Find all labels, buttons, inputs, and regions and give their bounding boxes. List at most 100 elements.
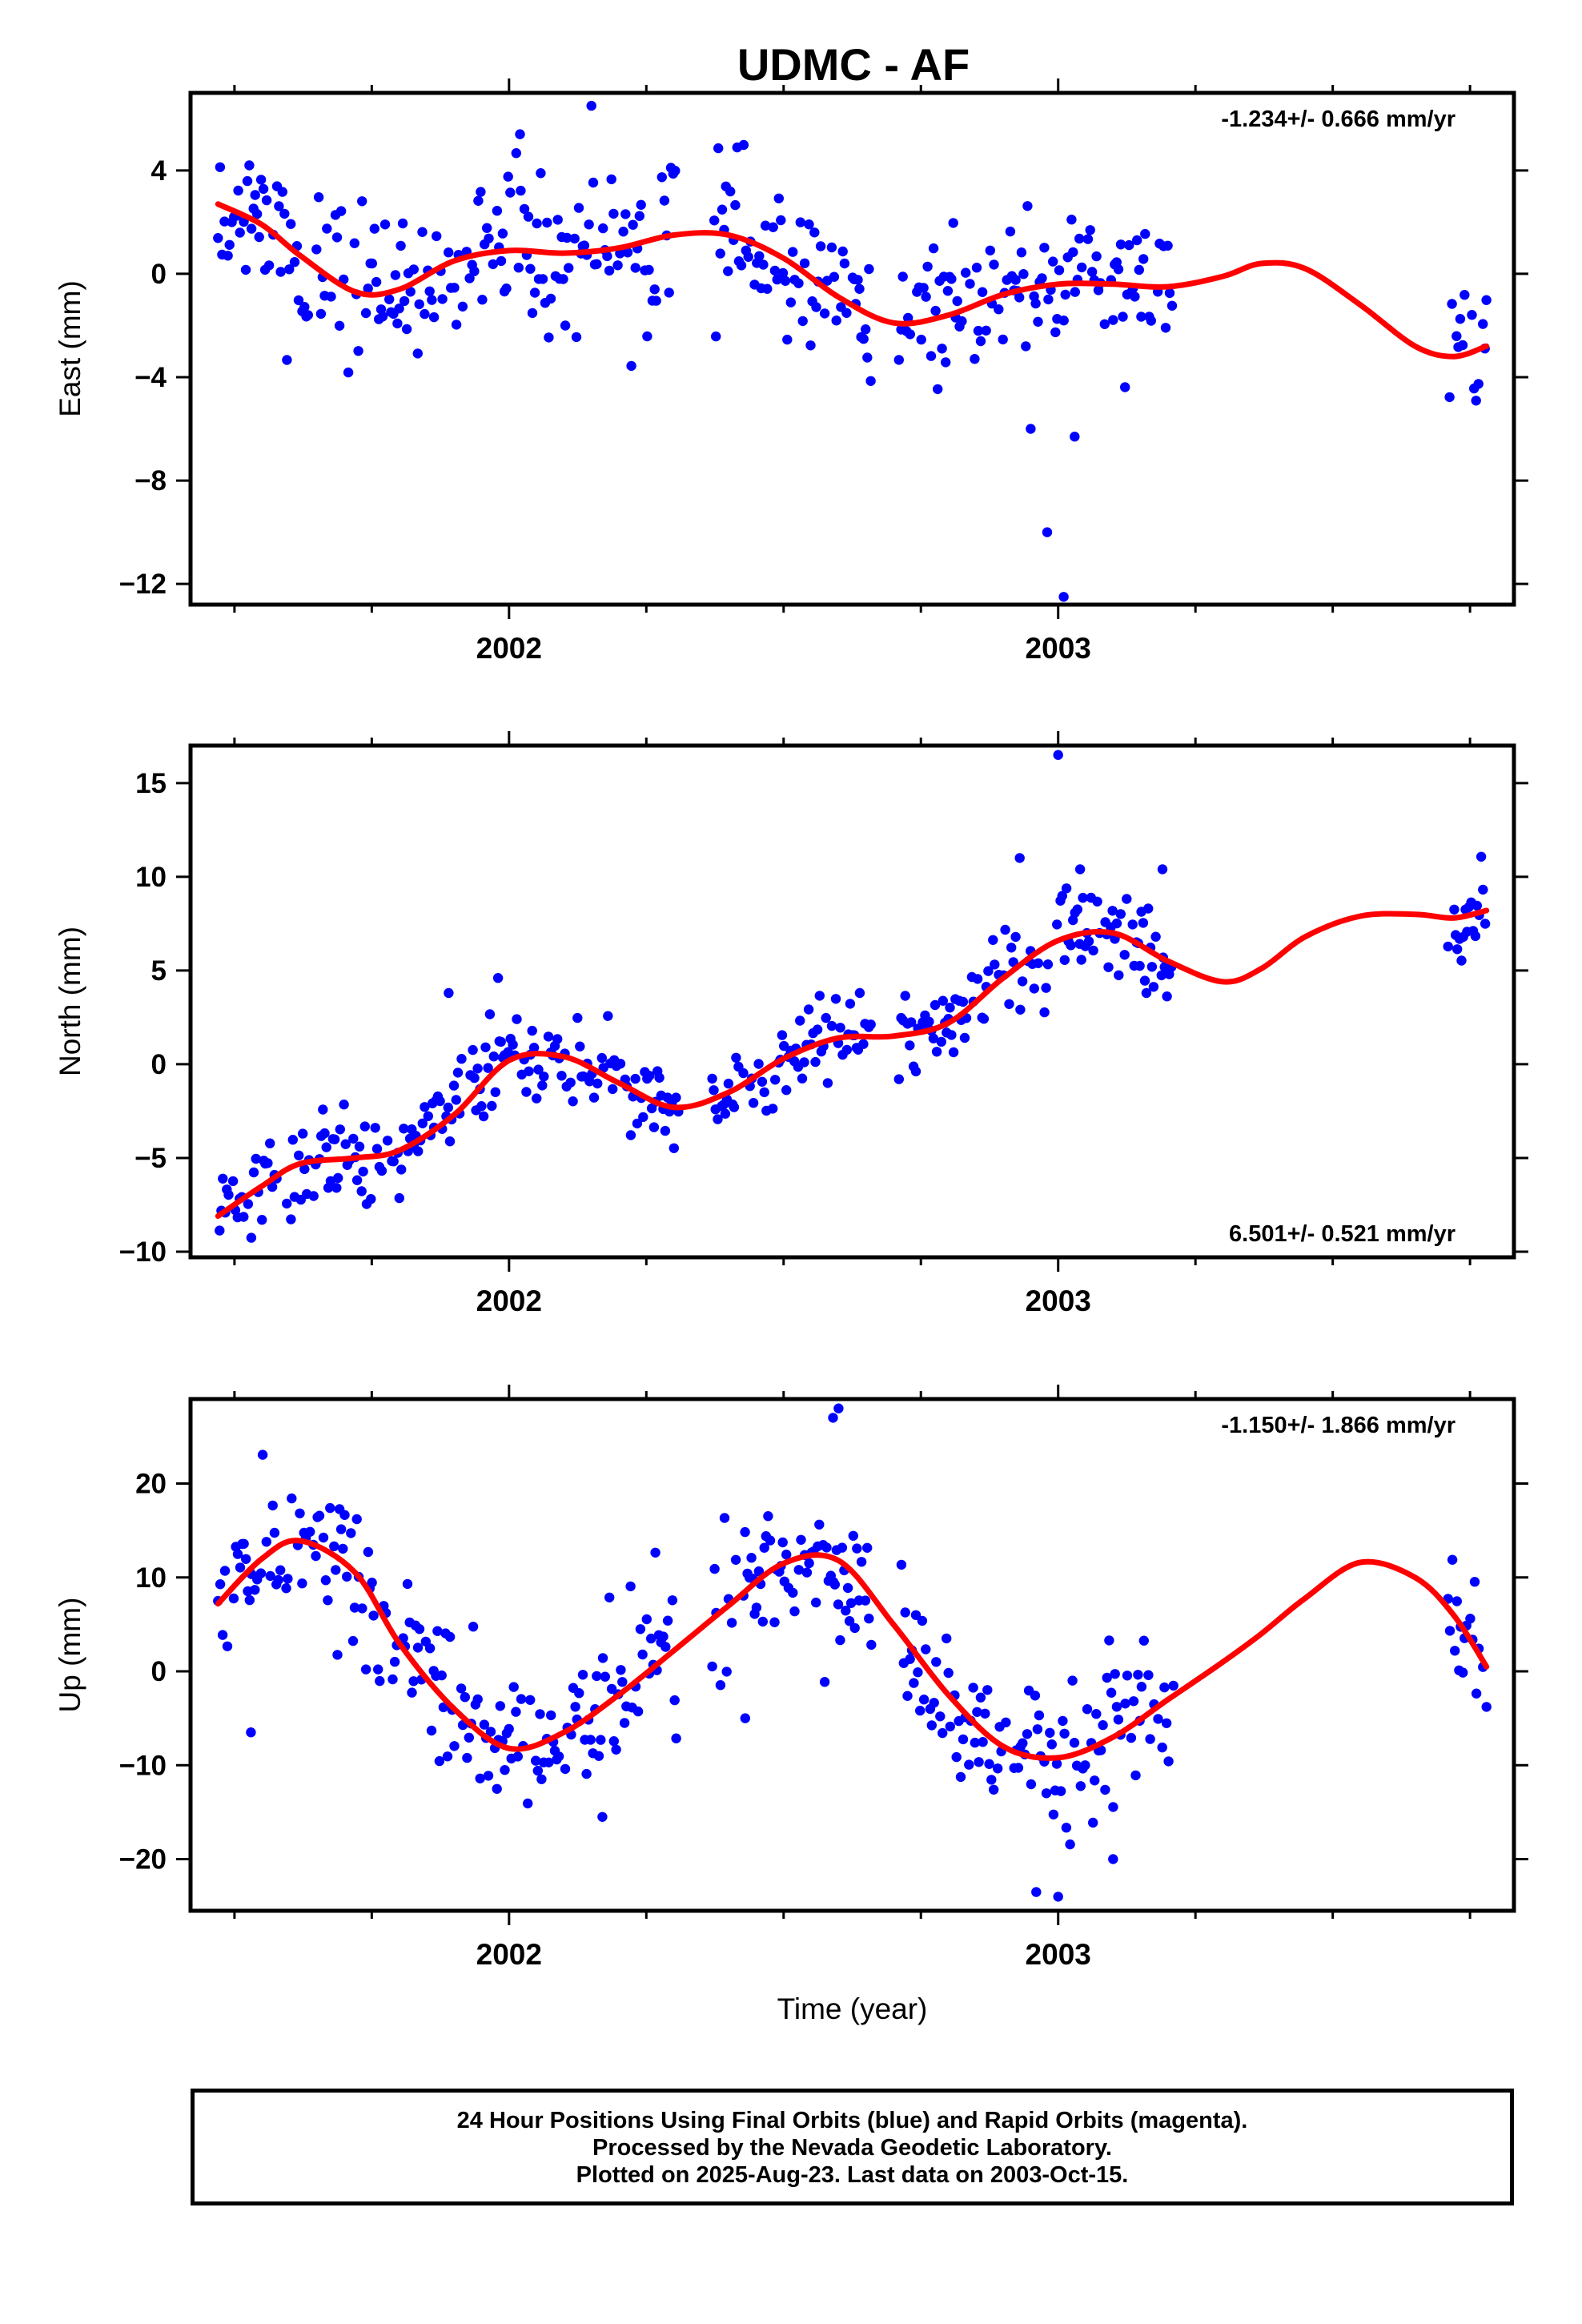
data-point: [849, 1622, 860, 1634]
data-point: [267, 1181, 278, 1192]
data-point: [829, 271, 840, 282]
data-point: [1472, 900, 1483, 911]
data-point: [1153, 1714, 1163, 1724]
data-point: [428, 312, 440, 323]
data-point: [924, 1016, 934, 1027]
data-point: [789, 1606, 800, 1617]
data-point: [671, 1733, 681, 1743]
data-point: [918, 283, 929, 293]
data-point: [335, 1524, 347, 1534]
y-tick-label: −5: [135, 1143, 167, 1174]
data-point: [1134, 264, 1145, 275]
data-point: [1115, 909, 1126, 919]
data-point: [525, 263, 536, 274]
data-point: [265, 1138, 275, 1148]
data-point: [1143, 1670, 1154, 1680]
data-point: [985, 245, 996, 255]
data-point: [281, 1583, 291, 1594]
data-point: [311, 1550, 321, 1562]
data-point: [274, 201, 284, 211]
data-point: [854, 283, 865, 294]
data-point: [255, 1568, 267, 1578]
data-point: [275, 1565, 286, 1575]
data-point: [574, 1688, 584, 1699]
data-point: [584, 1076, 595, 1087]
data-point: [738, 1068, 749, 1079]
data-point: [608, 1736, 619, 1747]
data-point: [1481, 1702, 1492, 1712]
data-point: [902, 1691, 913, 1701]
data-point: [865, 1019, 876, 1030]
data-point: [468, 1044, 478, 1055]
data-point: [928, 1033, 939, 1043]
data-point: [482, 223, 492, 233]
data-point: [916, 334, 926, 345]
data-point: [1098, 1720, 1108, 1731]
data-point: [325, 1502, 335, 1514]
data-point: [390, 270, 401, 280]
data-point: [570, 1702, 580, 1712]
data-point: [922, 261, 933, 272]
data-point: [473, 195, 484, 206]
data-point: [1016, 247, 1027, 258]
data-point: [368, 1610, 379, 1621]
data-point: [452, 1068, 464, 1078]
x-tick-label: 2003: [1026, 1938, 1091, 1971]
data-point: [497, 228, 508, 239]
data-point: [308, 1191, 319, 1201]
data-point: [273, 1574, 283, 1586]
y-tick-label: 10: [135, 862, 167, 893]
data-point: [893, 1074, 905, 1084]
data-point: [222, 1641, 233, 1651]
data-point: [331, 1183, 342, 1193]
data-point-outlier: [1053, 1892, 1063, 1902]
data-point: [1006, 943, 1017, 953]
data-point: [560, 1763, 571, 1775]
data-point: [255, 175, 267, 185]
data-point: [545, 293, 556, 304]
data-point: [930, 999, 941, 1011]
data-point: [713, 1114, 723, 1124]
data-point: [1465, 1614, 1476, 1624]
data-points: [215, 750, 1491, 1257]
data-point: [910, 1610, 921, 1621]
data-point: [224, 239, 235, 250]
data-point: [864, 1613, 874, 1624]
data-point: [402, 1578, 413, 1590]
data-point: [564, 263, 574, 273]
data-point: [1159, 962, 1170, 972]
data-point: [1456, 955, 1467, 966]
data-point: [989, 1784, 999, 1795]
data-point: [1033, 958, 1044, 969]
data-point: [903, 312, 913, 324]
data-point: [1136, 1682, 1147, 1692]
data-point: [592, 259, 602, 269]
data-point: [227, 1176, 239, 1187]
data-point: [367, 258, 377, 269]
data-point: [246, 223, 257, 234]
data-point: [1086, 267, 1098, 277]
data-point: [799, 258, 810, 268]
data-point: [819, 308, 830, 319]
data-point: [349, 1602, 360, 1613]
data-point: [275, 267, 286, 277]
data-point: [659, 195, 670, 206]
data-point: [644, 1071, 655, 1081]
data-point: [360, 308, 371, 319]
data-point: [1458, 1667, 1468, 1678]
data-point: [1444, 392, 1455, 403]
data-point: [931, 1657, 942, 1667]
data-point: [602, 251, 612, 262]
data-point: [819, 1677, 830, 1687]
data-point: [282, 355, 292, 365]
data-point: [261, 1537, 271, 1547]
data-point: [670, 166, 681, 176]
data-point: [1476, 851, 1487, 862]
data-point: [512, 1014, 522, 1024]
data-point: [1054, 265, 1065, 275]
data-point: [511, 1707, 521, 1717]
data-point: [462, 1752, 472, 1763]
data-point: [263, 1158, 273, 1168]
data-point: [781, 1550, 792, 1560]
